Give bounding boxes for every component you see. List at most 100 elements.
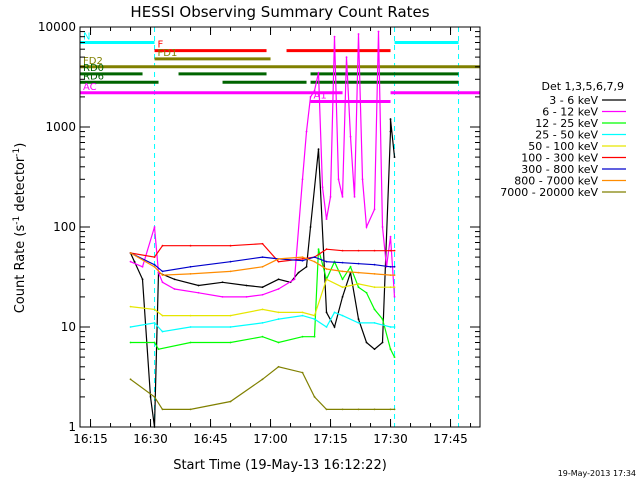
series-7-point-0 [129,252,132,254]
legend-title: Det 1,3,5,6,7,9 [541,80,624,93]
series-5-point-13 [389,249,392,252]
series-1-point-2 [153,226,156,228]
series-7-point-10 [341,270,344,273]
legend-label-1: 6 - 12 keV [542,106,598,119]
series-2-point-8 [313,335,316,338]
series-7-point-13 [389,274,392,277]
series-1-point-20 [333,35,336,38]
legend-label-5: 100 - 300 keV [521,152,598,165]
x-tick-label-6: 17:45 [433,432,468,446]
series-8-point-9 [325,408,328,411]
series-3-point-12 [357,321,360,324]
y-tick-label-3: 1000 [45,120,76,134]
series-5-point-7 [301,257,304,260]
legend-label-4: 50 - 100 keV [528,140,598,153]
series-2-point-14 [357,286,360,289]
series-2-point-6 [277,341,280,344]
series-line-8 [130,366,395,410]
series-7-point-9 [325,268,328,270]
series-1-point-21 [337,178,340,181]
series-8-point-0 [129,378,132,381]
footer-date: 19-May-2013 17:34 [558,469,636,478]
series-7-point-5 [261,265,264,268]
series-8-point-3 [189,408,192,411]
series-4-point-12 [373,286,376,289]
series-5-point-12 [373,249,376,252]
series-2-point-4 [229,341,232,344]
x-tick-label-4: 17:15 [313,432,348,446]
series-7-point-11 [357,271,360,274]
series-2-point-5 [261,335,264,338]
legend-label-0: 3 - 6 keV [549,94,598,107]
series-8-point-13 [389,408,392,411]
series-5-point-6 [277,260,280,263]
series-0-point-8 [221,281,224,284]
series-0-point-16 [317,148,320,151]
series-3-point-4 [229,326,232,328]
series-0-point-2 [141,278,144,281]
series-3-point-11 [341,314,344,317]
series-8-point-11 [357,408,360,411]
series-7-point-4 [229,270,232,273]
series-line-6 [130,252,395,273]
series-0-point-18 [333,326,336,328]
series-1-point-27 [361,178,364,181]
series-line-5 [130,243,395,263]
series-3-point-6 [277,318,280,320]
series-5-point-11 [357,249,360,252]
series-0-point-23 [373,348,376,351]
series-1-point-29 [373,208,376,211]
series-6-point-4 [229,260,232,263]
series-2-point-19 [393,356,396,359]
series-3-point-3 [189,326,192,328]
y-tick-label-1: 10 [61,320,76,334]
series-3-point-8 [313,318,316,320]
series-0-point-19 [341,295,344,298]
series-1-point-0 [129,260,132,263]
series-1-point-10 [277,288,280,290]
series-1-point-11 [293,278,296,281]
flag-label-fd2: FD2 [83,56,103,67]
flag-label-ac: AC [83,82,97,93]
series-1-point-18 [325,218,328,220]
series-2-point-12 [341,278,344,281]
series-3-point-1 [153,321,156,324]
series-6-point-14 [393,265,396,268]
series-7-point-8 [313,260,316,263]
series-6-point-12 [373,263,376,266]
series-8-point-5 [261,378,264,381]
series-2-point-18 [389,348,392,351]
series-1-point-25 [353,195,356,198]
series-0-point-17 [325,311,328,314]
series-0-point-1 [133,260,136,263]
series-4-point-9 [325,278,328,281]
series-4-point-7 [301,311,304,314]
series-2-point-16 [373,308,376,311]
x-tick-label-0: 16:15 [73,432,108,446]
series-0-point-21 [357,318,360,320]
series-1-point-1 [141,265,144,268]
series-6-point-3 [189,265,192,268]
series-1-point-16 [317,71,320,74]
series-6-point-1 [153,263,156,266]
series-3-point-13 [373,321,376,324]
series-0-point-6 [173,278,176,281]
series-3-point-14 [389,326,392,328]
series-5-point-1 [153,256,156,259]
series-3-point-15 [393,326,396,328]
series-6-point-11 [357,262,360,265]
series-1-point-14 [309,95,312,98]
series-2-point-15 [365,291,368,294]
x-tick-label-2: 16:45 [193,432,228,446]
series-5-point-9 [325,248,328,251]
series-2-point-17 [381,318,384,320]
series-4-point-13 [389,286,392,289]
y-tick-label-4: 10000 [38,20,76,34]
series-3-point-9 [325,326,328,328]
series-7-point-6 [277,257,280,260]
series-0-point-14 [305,265,308,268]
series-5-point-10 [341,249,344,252]
x-axis-label: Start Time (19-May-13 16:12:22) [173,458,387,473]
